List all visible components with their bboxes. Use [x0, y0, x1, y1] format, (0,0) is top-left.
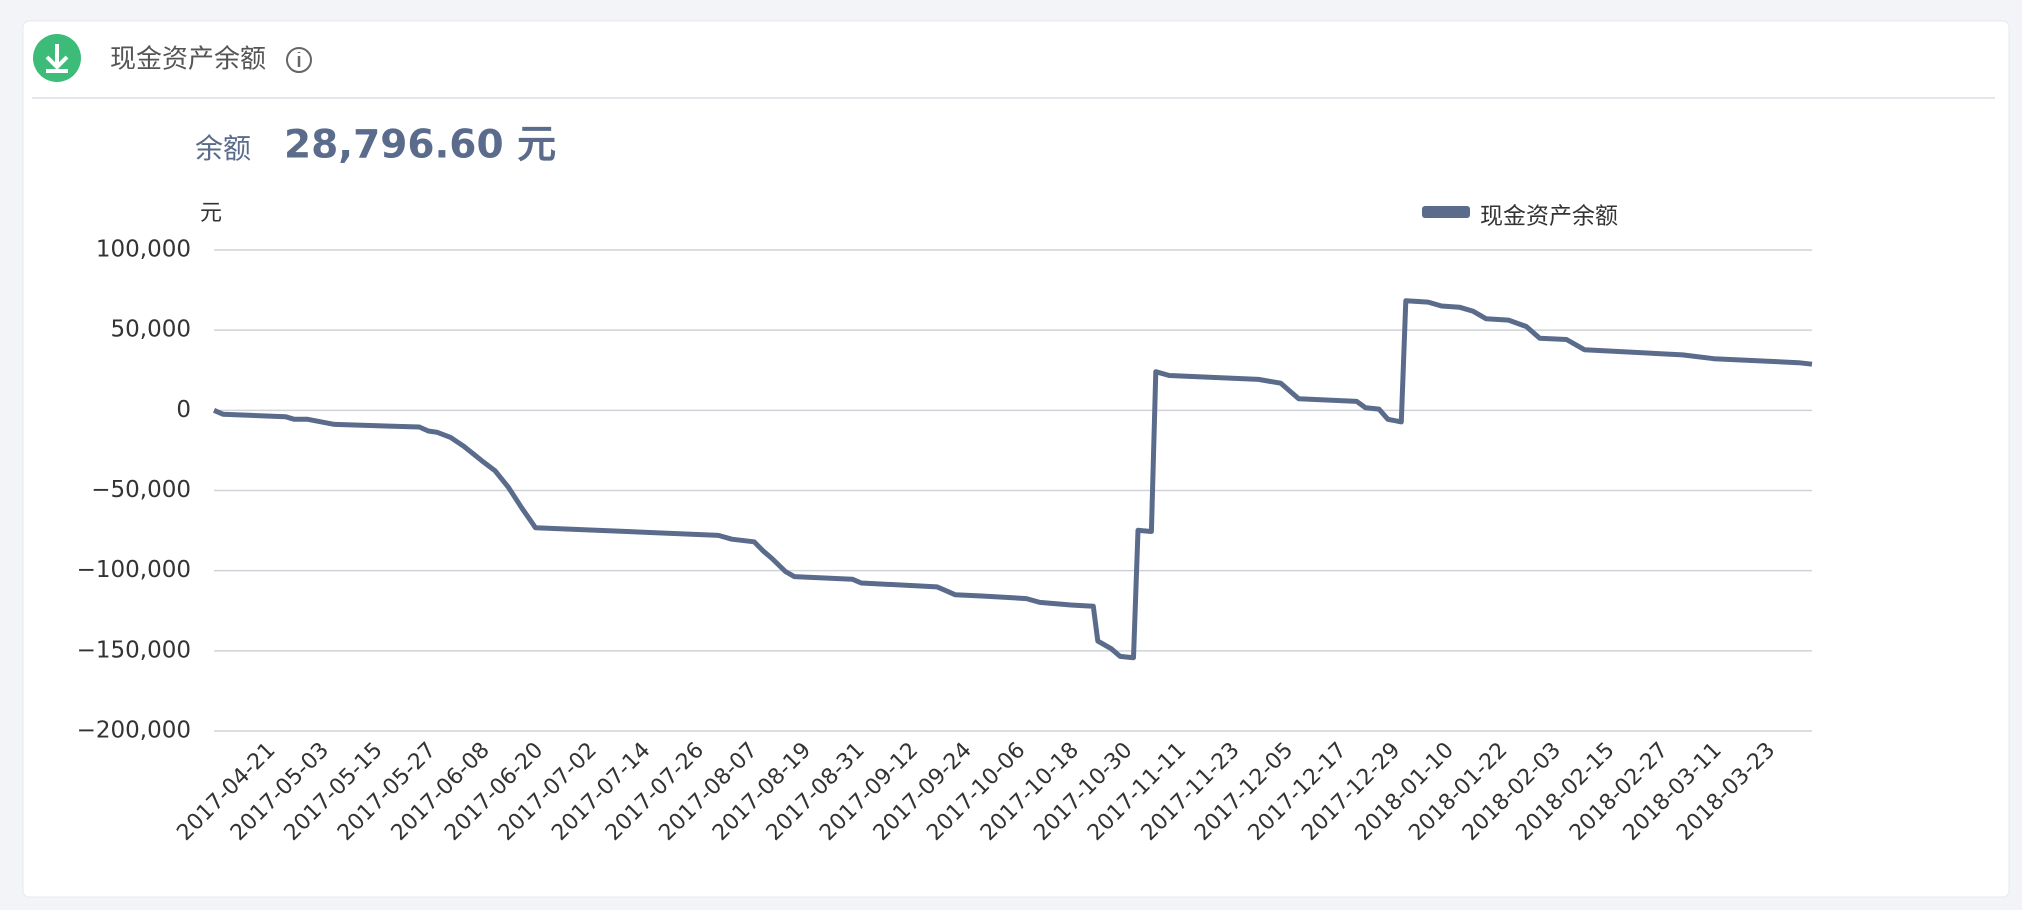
card	[22, 20, 2010, 898]
y-tick-label: −150,000	[77, 637, 191, 663]
y-unit: 元	[200, 201, 222, 226]
info-icon[interactable]	[286, 47, 312, 73]
download-arrow	[45, 44, 69, 73]
y-tick-label: −200,000	[77, 718, 191, 744]
y-tick-label: 0	[176, 397, 191, 423]
y-tick-label: 100,000	[96, 237, 191, 263]
y-tick-label: −100,000	[77, 557, 191, 583]
legend-swatch	[1422, 206, 1470, 218]
card-title: 现金资产余额	[110, 45, 266, 75]
y-tick-label: −50,000	[91, 477, 191, 503]
balance-value: 28,796.60 元	[284, 123, 556, 168]
y-tick-label: 50,000	[111, 317, 191, 343]
legend-label: 现金资产余额	[1480, 204, 1618, 230]
balance-label: 余额	[195, 132, 251, 165]
data-line	[212, 298, 1813, 661]
